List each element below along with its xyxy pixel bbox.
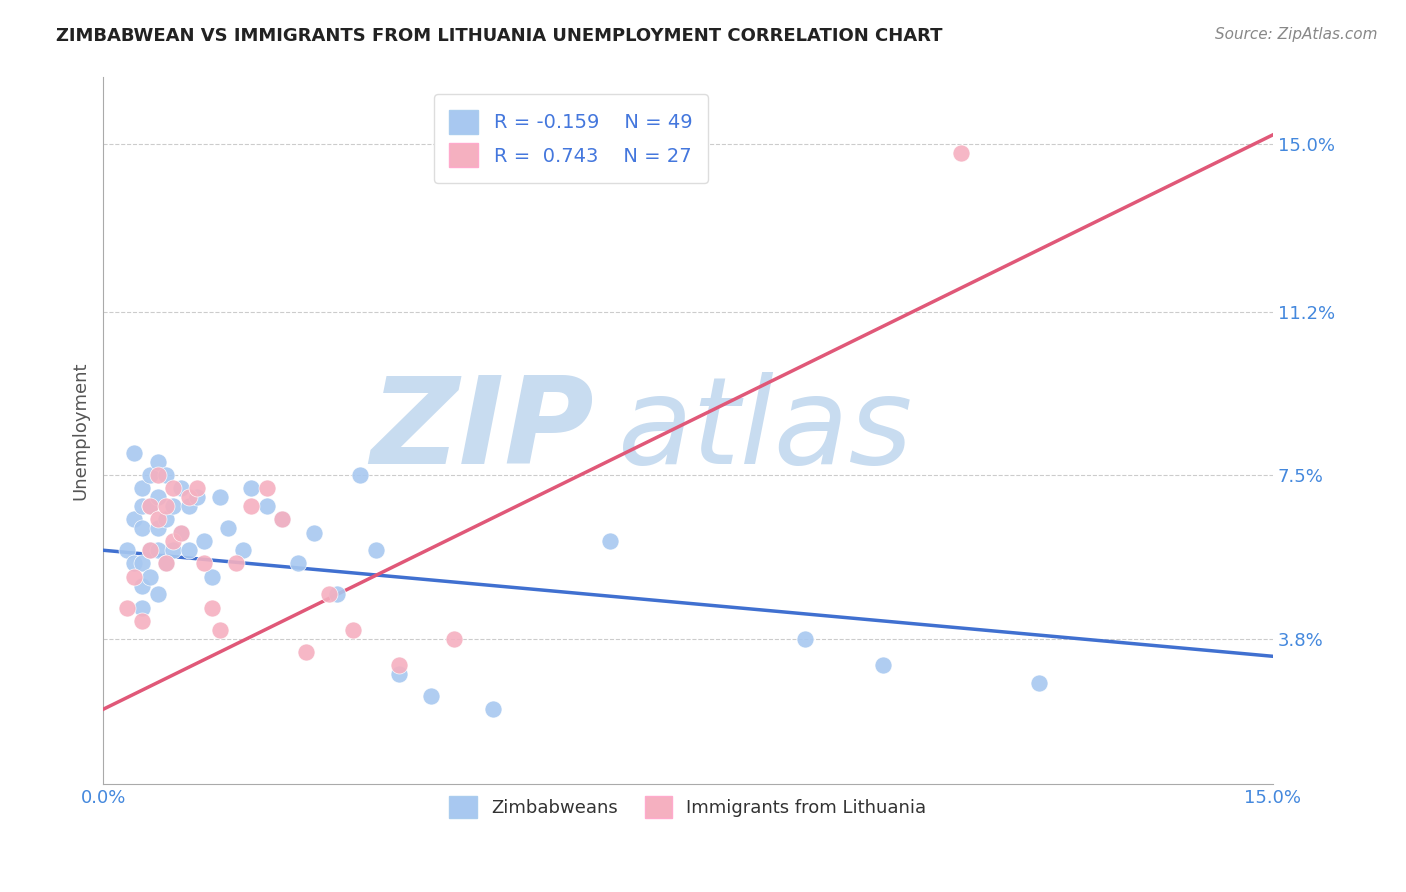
- Point: [115, 600, 138, 615]
- Point: [131, 482, 153, 496]
- Point: [139, 543, 162, 558]
- Point: [170, 525, 193, 540]
- Point: [131, 521, 153, 535]
- Point: [193, 557, 215, 571]
- Point: [162, 499, 184, 513]
- Point: [177, 499, 200, 513]
- Point: [139, 468, 162, 483]
- Point: [419, 689, 441, 703]
- Point: [364, 543, 387, 558]
- Point: [124, 512, 146, 526]
- Point: [124, 570, 146, 584]
- Text: Source: ZipAtlas.com: Source: ZipAtlas.com: [1215, 27, 1378, 42]
- Legend: Zimbabweans, Immigrants from Lithuania: Zimbabweans, Immigrants from Lithuania: [443, 789, 934, 825]
- Point: [217, 521, 239, 535]
- Point: [256, 499, 278, 513]
- Point: [170, 482, 193, 496]
- Point: [162, 482, 184, 496]
- Point: [186, 482, 208, 496]
- Point: [482, 702, 505, 716]
- Point: [139, 499, 162, 513]
- Text: ZIMBABWEAN VS IMMIGRANTS FROM LITHUANIA UNEMPLOYMENT CORRELATION CHART: ZIMBABWEAN VS IMMIGRANTS FROM LITHUANIA …: [56, 27, 943, 45]
- Point: [146, 468, 169, 483]
- Point: [115, 543, 138, 558]
- Point: [131, 614, 153, 628]
- Point: [209, 623, 232, 637]
- Point: [872, 658, 894, 673]
- Point: [177, 543, 200, 558]
- Point: [131, 578, 153, 592]
- Point: [599, 534, 621, 549]
- Point: [146, 521, 169, 535]
- Point: [225, 557, 247, 571]
- Point: [131, 557, 153, 571]
- Point: [155, 557, 177, 571]
- Point: [124, 557, 146, 571]
- Point: [146, 543, 169, 558]
- Point: [131, 600, 153, 615]
- Point: [287, 557, 309, 571]
- Point: [388, 658, 411, 673]
- Point: [146, 587, 169, 601]
- Point: [131, 499, 153, 513]
- Point: [256, 482, 278, 496]
- Point: [155, 468, 177, 483]
- Point: [124, 446, 146, 460]
- Point: [318, 587, 340, 601]
- Point: [139, 499, 162, 513]
- Point: [240, 482, 263, 496]
- Point: [388, 667, 411, 681]
- Text: ZIP: ZIP: [371, 373, 595, 490]
- Point: [162, 534, 184, 549]
- Point: [793, 632, 815, 646]
- Point: [949, 145, 972, 160]
- Point: [155, 499, 177, 513]
- Point: [443, 632, 465, 646]
- Point: [326, 587, 349, 601]
- Point: [240, 499, 263, 513]
- Point: [193, 534, 215, 549]
- Point: [146, 455, 169, 469]
- Point: [170, 525, 193, 540]
- Point: [139, 570, 162, 584]
- Point: [232, 543, 254, 558]
- Y-axis label: Unemployment: Unemployment: [72, 361, 89, 500]
- Point: [162, 543, 184, 558]
- Point: [342, 623, 364, 637]
- Point: [146, 512, 169, 526]
- Point: [146, 490, 169, 504]
- Point: [209, 490, 232, 504]
- Text: atlas: atlas: [617, 373, 912, 490]
- Point: [349, 468, 371, 483]
- Point: [139, 543, 162, 558]
- Point: [302, 525, 325, 540]
- Point: [201, 600, 224, 615]
- Point: [155, 557, 177, 571]
- Point: [177, 490, 200, 504]
- Point: [201, 570, 224, 584]
- Point: [295, 645, 318, 659]
- Point: [186, 490, 208, 504]
- Point: [1028, 675, 1050, 690]
- Point: [271, 512, 294, 526]
- Point: [271, 512, 294, 526]
- Point: [155, 512, 177, 526]
